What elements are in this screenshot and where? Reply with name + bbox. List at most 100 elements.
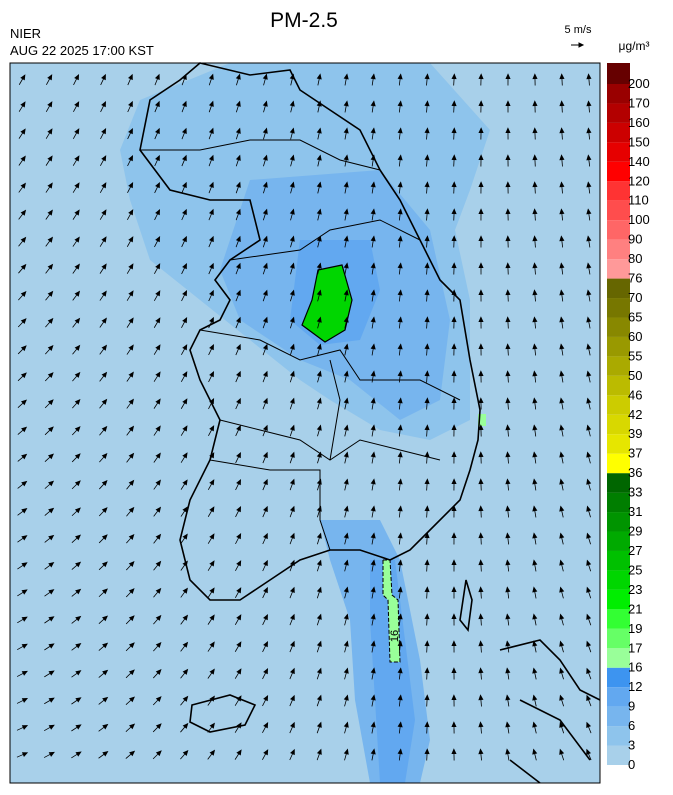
wind-arrow-head	[370, 208, 376, 215]
map: 16	[9, 62, 601, 784]
wind-arrow-head	[343, 397, 349, 404]
wind-arrow-head	[47, 74, 53, 81]
wind-arrow-head	[20, 372, 27, 379]
wind-arrow-head	[182, 452, 188, 459]
wind-arrow-head	[289, 316, 295, 323]
wind-arrow-head	[21, 453, 28, 460]
wind-arrow-head	[316, 748, 322, 755]
wind-arrow-head	[74, 398, 81, 405]
wind-arrow-head	[262, 289, 268, 296]
wind-arrow-head	[262, 208, 268, 215]
wind-arrow-head	[128, 588, 135, 595]
wind-arrow-head	[101, 480, 108, 486]
colorbar-band	[607, 278, 630, 299]
wind-arrow-head	[21, 480, 28, 487]
colorbar-band	[607, 317, 630, 337]
wind-arrow-head	[235, 127, 241, 134]
wind-arrow-head	[155, 587, 162, 594]
wind-arrow-head	[532, 505, 538, 512]
wind-arrow-head	[289, 343, 295, 350]
wind-arrow-head	[586, 721, 592, 729]
wind-arrow-head	[74, 426, 81, 433]
wind-arrow-head	[586, 73, 592, 80]
wind-arrow-head	[289, 208, 295, 215]
wind-arrow-head	[155, 452, 161, 459]
wind-arrow-head	[505, 505, 511, 512]
wind-arrow-head	[20, 263, 27, 270]
wind-arrow-head	[47, 182, 53, 189]
wind-arrow-head	[47, 372, 54, 379]
wind-arrow-head	[424, 208, 430, 215]
map-frame	[9, 62, 601, 784]
wind-arrow-head	[532, 694, 538, 701]
colorbar-label: 76	[628, 271, 642, 286]
wind-arrow-head	[478, 613, 484, 620]
wind-arrow-head	[263, 586, 268, 594]
wind-arrow-head	[343, 208, 349, 215]
wind-arrow-head	[21, 399, 27, 406]
wind-arrow-head	[370, 694, 376, 701]
wind-arrow-head	[289, 100, 295, 107]
wind-arrow-head	[101, 371, 108, 378]
wind-arrow-head	[343, 748, 349, 755]
wind-arrow-head	[532, 424, 538, 431]
wind-arrow-head	[128, 263, 134, 270]
colorbar-label: 90	[628, 232, 642, 247]
wind-arrow-head	[370, 343, 376, 350]
wind-vectors	[16, 73, 592, 761]
wind-arrow-head	[343, 478, 349, 485]
wind-arrow-head	[182, 614, 189, 621]
wind-arrow-head	[397, 397, 403, 404]
wind-arrow-head	[155, 263, 161, 270]
wind-arrow-head	[262, 424, 268, 432]
wind-arrow-head	[128, 73, 133, 81]
wind-arrow-head	[289, 154, 295, 161]
wind-arrow-head	[235, 73, 241, 80]
wind-arrow-head	[74, 453, 81, 460]
colorbar-band	[607, 356, 630, 376]
wind-arrow-head	[21, 535, 28, 541]
wind-arrow-head	[397, 748, 403, 755]
colorbar-label: 29	[628, 524, 642, 539]
wind-arrow-head	[155, 371, 161, 378]
wind-arrow-head	[74, 209, 80, 216]
wind-arrow-head	[236, 343, 241, 351]
wind-arrow-head	[262, 343, 268, 350]
wind-arrow-head	[289, 127, 295, 134]
wind-arrow-head	[289, 73, 295, 80]
wind-arrow-head	[262, 235, 268, 242]
colorbar-label: 16	[628, 660, 642, 675]
wind-arrow-head	[559, 73, 565, 80]
wind-arrow-head	[397, 613, 403, 620]
colorbar-band	[607, 298, 630, 318]
wind-arrow-head	[209, 506, 215, 513]
wind-arrow-head	[478, 532, 484, 539]
wind-arrow-head	[478, 100, 484, 107]
wind-arrow-head	[209, 316, 214, 324]
wind-arrow-head	[505, 154, 511, 161]
wind-arrow-head	[559, 694, 565, 701]
wind-arrow-head	[289, 505, 295, 512]
wind-arrow-head	[289, 397, 295, 404]
wind-arrow-head	[263, 668, 269, 675]
wind-arrow-head	[532, 451, 538, 458]
wind-arrow-head	[505, 721, 511, 728]
wind-arrow-head	[316, 559, 322, 566]
colorbar-label: 25	[628, 562, 642, 577]
wind-arrow-head	[47, 236, 54, 243]
wind-arrow-head	[424, 370, 430, 377]
colorbar-band	[607, 142, 630, 162]
wind-arrow-head	[20, 209, 27, 216]
wind-arrow-head	[505, 694, 511, 701]
wind-arrow-head	[208, 100, 214, 107]
wind-arrow-head	[424, 505, 430, 512]
wind-arrow-head	[235, 208, 241, 215]
wind-arrow-head	[424, 640, 430, 647]
wind-arrow-head	[451, 586, 457, 593]
wind-arrow-head	[154, 73, 160, 81]
wind-arrow-head	[155, 696, 162, 703]
wind-arrow-head	[397, 100, 403, 107]
wind-arrow-head	[451, 451, 457, 458]
wind-scale-arrow	[571, 42, 585, 48]
colorbar-band	[607, 706, 630, 727]
